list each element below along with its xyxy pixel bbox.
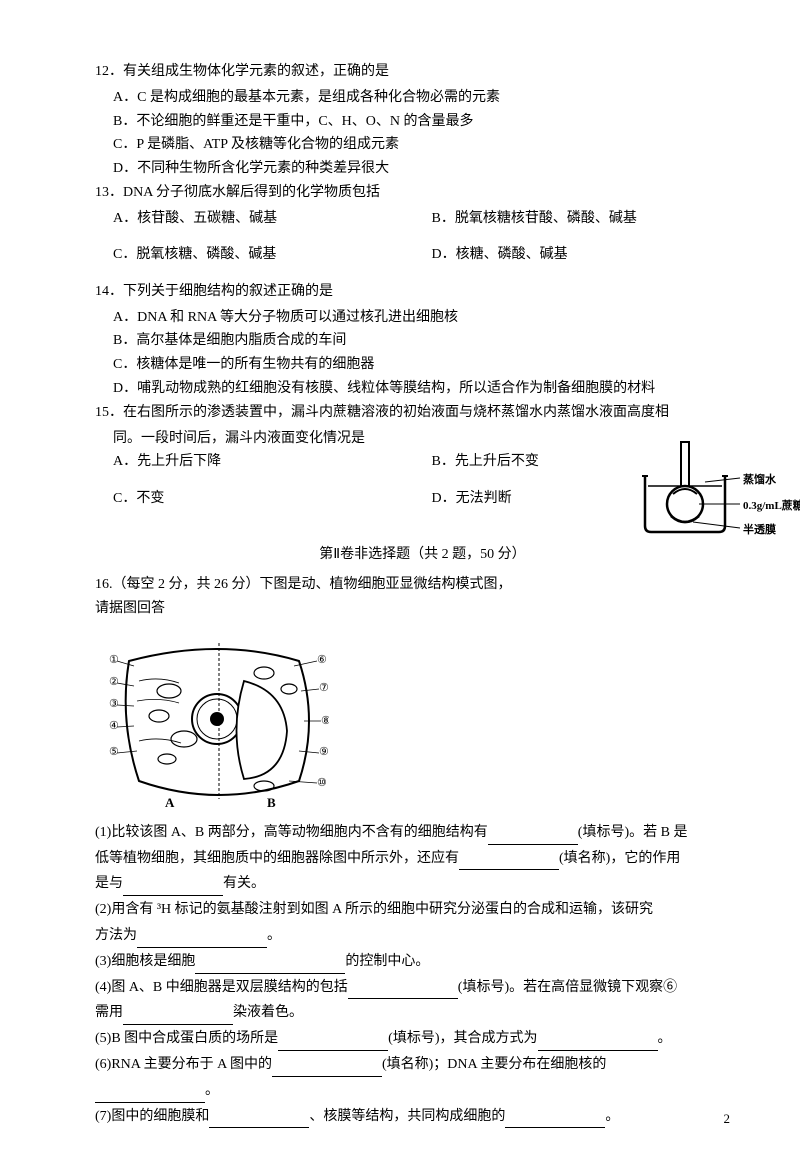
svg-text:②: ② [109, 676, 119, 688]
q15-opt-c: C．不变 [113, 487, 432, 511]
svg-text:⑩: ⑩ [317, 777, 327, 789]
blank[interactable] [505, 1113, 605, 1128]
q16-5: (5)B 图中合成蛋白质的场所是(填标号)，其合成方式为。 [95, 1027, 750, 1051]
q13-row2: C．脱氧核糖、磷酸、碱基 D．核糖、磷酸、碱基 [95, 243, 750, 280]
q12-opt-b: B．不论细胞的鲜重还是干重中，C、H、O、N 的含量最多 [95, 110, 750, 134]
q16-intro: 16.（每空 2 分，共 26 分）下图是动、植物细胞亚显微结构模式图， 请据图… [95, 573, 750, 621]
q16-3: (3)细胞核是细胞的控制中心。 [95, 950, 750, 974]
q13-stem: 13．DNA 分子彻底水解后得到的化学物质包括 [95, 181, 750, 205]
blank[interactable] [278, 1036, 388, 1051]
label-membrane: 半透膜 [743, 521, 776, 540]
q13-row1: A．核苷酸、五碳糖、碱基 B．脱氧核糖核苷酸、磷酸、碱基 [95, 207, 750, 244]
blank[interactable] [123, 881, 223, 896]
blank[interactable] [538, 1036, 658, 1051]
blank[interactable] [195, 959, 345, 974]
q13-opt-a: A．核苷酸、五碳糖、碱基 [113, 207, 432, 231]
osmosis-diagram: 蒸馏水 0.3g/mL蔗糖溶液 半透膜 [635, 436, 790, 536]
q14-opt-b: B．高尔基体是细胞内脂质合成的车间 [95, 329, 750, 353]
blank[interactable] [459, 855, 559, 870]
beaker-svg-area [635, 436, 745, 536]
q16-6a: (6)RNA 主要分布于 A 图中的(填名称)；DNA 主要分布在细胞核的 [95, 1053, 750, 1077]
label-solution: 0.3g/mL蔗糖溶液 [743, 497, 800, 516]
blank[interactable] [272, 1062, 382, 1077]
blank[interactable] [95, 1088, 205, 1103]
q15-opt-a: A．先上升后下降 [113, 450, 432, 474]
figA-label: A [165, 795, 175, 810]
q16-intro-line1: 16.（每空 2 分，共 26 分）下图是动、植物细胞亚显微结构模式图， [95, 577, 512, 592]
q15-number: 15． [95, 405, 123, 420]
q14-number: 14． [95, 284, 123, 299]
q16-2a: (2)用含有 ³H 标记的氨基酸注射到如图 A 所示的细胞中研究分泌蛋白的合成和… [95, 898, 750, 922]
q13-opt-b: B．脱氧核糖核苷酸、磷酸、碱基 [432, 207, 751, 231]
figB-label: B [267, 795, 276, 810]
svg-text:⑧: ⑧ [321, 715, 329, 727]
q12-opt-c: C．P 是磷脂、ATP 及核糖等化合物的组成元素 [95, 133, 750, 157]
q16-4a: (4)图 A、B 中细胞器是双层膜结构的包括(填标号)。若在高倍显微镜下观察⑥ [95, 976, 750, 1000]
cell-diagram: A B ① ② ③ ④ ⑤ ⑥ ⑦ ⑧ ⑨ ⑩ [109, 631, 329, 811]
q14-stem: 14．下列关于细胞结构的叙述正确的是 [95, 280, 750, 304]
cell-icon: A B ① ② ③ ④ ⑤ ⑥ ⑦ ⑧ ⑨ ⑩ [109, 631, 329, 811]
q14-opt-a: A．DNA 和 RNA 等大分子物质可以通过核孔进出细胞核 [95, 306, 750, 330]
q16-intro-line2: 请据图回答 [95, 601, 165, 616]
blank[interactable] [209, 1113, 309, 1128]
q12-opt-d: D．不同种生物所含化学元素的种类差异很大 [95, 157, 750, 181]
q12-number: 12． [95, 64, 123, 79]
blank[interactable] [348, 984, 458, 999]
svg-text:⑤: ⑤ [109, 746, 119, 758]
q13-opt-c: C．脱氧核糖、磷酸、碱基 [113, 243, 432, 267]
svg-text:④: ④ [109, 720, 119, 732]
q16-4b: 需用染液着色。 [95, 1001, 750, 1025]
exam-page: 12．有关组成生物体化学元素的叙述，正确的是 A．C 是构成细胞的最基本元素，是… [0, 0, 800, 1150]
page-number: 2 [724, 1108, 731, 1130]
blank[interactable] [488, 830, 578, 845]
q13-number: 13． [95, 185, 123, 200]
blank[interactable] [137, 933, 267, 948]
q16-1c: 是与有关。 [95, 872, 750, 896]
section2-title: 第Ⅱ卷非选择题（共 2 题，50 分） [95, 543, 750, 567]
q16-6b: 。 [95, 1079, 750, 1103]
q12-stem: 12．有关组成生物体化学元素的叙述，正确的是 [95, 60, 750, 84]
q16-2b: 方法为。 [95, 924, 750, 948]
q16-1b: 低等植物细胞，其细胞质中的细胞器除图中所示外，还应有(填名称)，它的作用 [95, 847, 750, 871]
q12-opt-a: A．C 是构成细胞的最基本元素，是组成各种化合物必需的元素 [95, 86, 750, 110]
q15-stem1: 15．在右图所示的渗透装置中，漏斗内蔗糖溶液的初始液面与烧杯蒸馏水内蒸馏水液面高… [95, 401, 750, 425]
beaker-icon [635, 436, 745, 536]
q14-opt-d: D．哺乳动物成熟的红细胞没有核膜、线粒体等膜结构，所以适合作为制备细胞膜的材料 [95, 377, 750, 401]
svg-text:③: ③ [109, 698, 119, 710]
svg-text:⑥: ⑥ [317, 654, 327, 666]
q14-opt-c: C．核糖体是唯一的所有生物共有的细胞器 [95, 353, 750, 377]
q15-block: 15．在右图所示的渗透装置中，漏斗内蔗糖溶液的初始液面与烧杯蒸馏水内蒸馏水液面高… [95, 401, 750, 524]
q16-7: (7)图中的细胞膜和、核膜等结构，共同构成细胞的。 [95, 1105, 750, 1129]
svg-text:⑦: ⑦ [319, 682, 329, 694]
svg-text:⑨: ⑨ [319, 746, 329, 758]
label-water: 蒸馏水 [743, 471, 776, 490]
q13-opt-d: D．核糖、磷酸、碱基 [432, 243, 751, 267]
blank[interactable] [123, 1010, 233, 1025]
svg-text:①: ① [109, 654, 119, 666]
q16-1: (1)比较该图 A、B 两部分，高等动物细胞内不含有的细胞结构有(填标号)。若 … [95, 821, 750, 845]
